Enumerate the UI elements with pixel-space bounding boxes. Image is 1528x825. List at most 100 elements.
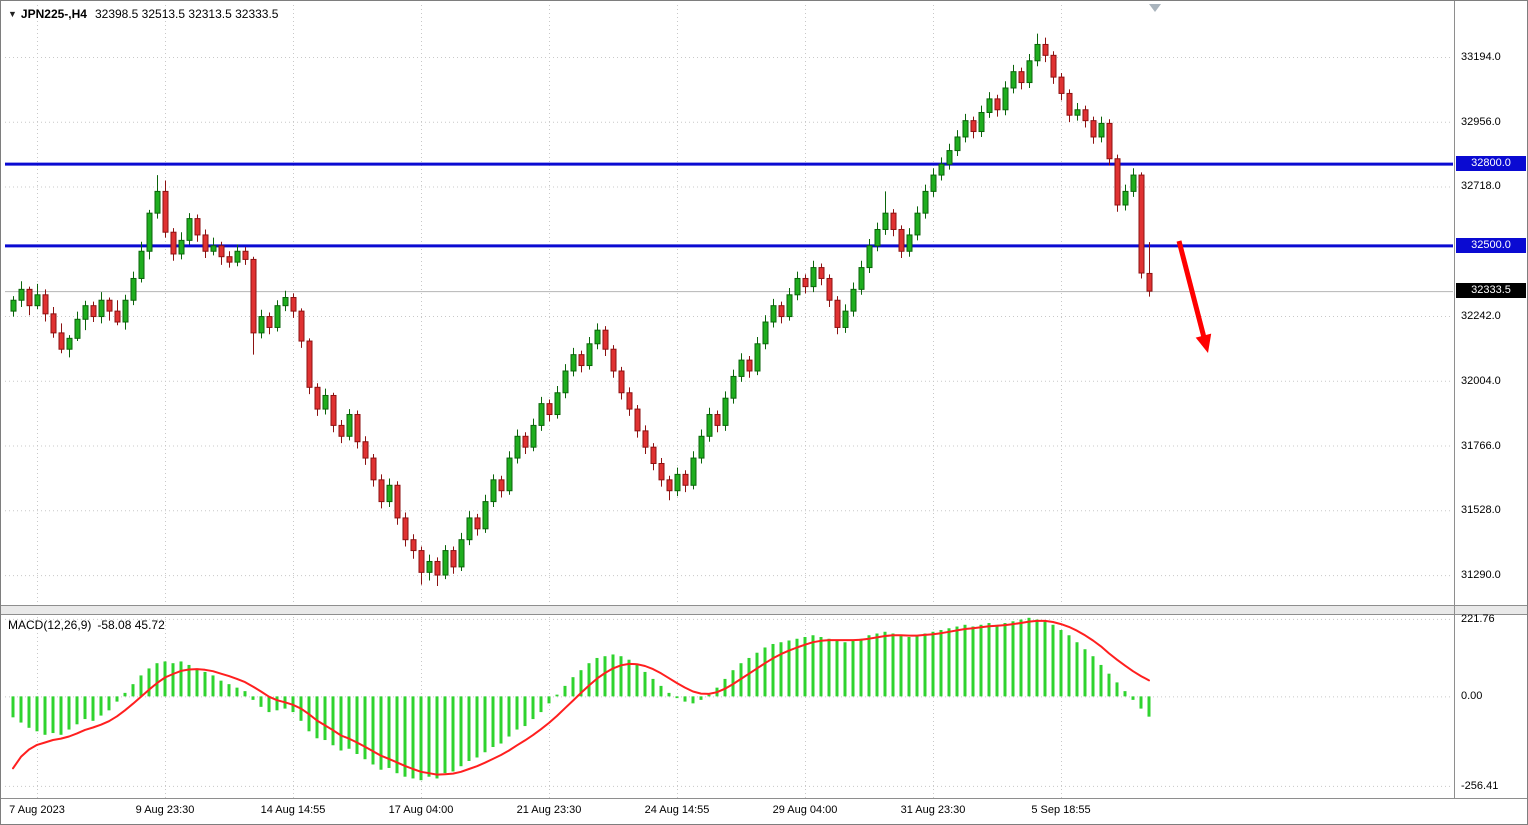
candle-body <box>274 305 281 328</box>
candle-body <box>930 174 937 192</box>
candle-body <box>954 136 961 152</box>
macd-histogram-bar <box>347 696 351 749</box>
candle-body <box>562 370 569 394</box>
macd-histogram-bar <box>595 657 599 697</box>
panel-separator[interactable] <box>1 605 1527 615</box>
macd-histogram-bar <box>355 696 359 754</box>
macd-histogram-bar <box>403 696 407 777</box>
macd-histogram-bar <box>91 696 95 721</box>
price-axis-label: 31290.0 <box>1461 569 1501 582</box>
macd-histogram-bar <box>883 631 887 697</box>
candle-body <box>498 479 505 492</box>
hline-price-badge[interactable]: 32500.0 <box>1456 237 1526 253</box>
candle-body <box>290 297 297 312</box>
macd-histogram-bar <box>107 696 111 711</box>
candle-body <box>418 550 425 573</box>
macd-histogram-bar <box>667 692 671 697</box>
candle-body <box>802 277 809 288</box>
macd-histogram-bar <box>227 684 231 697</box>
candle-body <box>1050 54 1057 78</box>
candle-body <box>130 277 137 301</box>
macd-histogram-bar <box>1011 621 1015 697</box>
candle-body <box>338 424 345 437</box>
candle-body <box>242 250 249 260</box>
macd-histogram-bar <box>915 635 919 697</box>
macd-histogram-bar <box>1115 682 1119 697</box>
candle-body <box>626 392 633 410</box>
macd-histogram-bar <box>43 696 47 735</box>
price-axis-separator <box>1454 1 1455 799</box>
trend-arrow-head[interactable] <box>1195 333 1212 353</box>
macd-histogram-bar <box>523 696 527 727</box>
macd-histogram-bar <box>267 696 271 713</box>
macd-histogram-bar <box>203 671 207 697</box>
hline-price-badge[interactable]: 32800.0 <box>1456 156 1526 172</box>
time-axis-label: 7 Aug 2023 <box>9 804 65 816</box>
price-axis-label: 32718.0 <box>1461 180 1501 193</box>
macd-histogram-bar <box>131 684 135 697</box>
macd-histogram-bar <box>1091 656 1095 697</box>
macd-histogram-bar <box>787 640 791 697</box>
macd-histogram-bar <box>627 659 631 697</box>
macd-histogram-bar <box>363 696 367 760</box>
time-axis-separator <box>1 798 1527 799</box>
candle-body <box>90 305 97 318</box>
macd-histogram-bar <box>1131 696 1135 700</box>
macd-histogram-bar <box>259 696 263 707</box>
candle-body <box>986 98 993 113</box>
macd-histogram-bar <box>1107 673 1111 697</box>
candle-body <box>850 288 857 312</box>
candle-body <box>642 430 649 448</box>
candle-body <box>434 560 441 576</box>
candle-body <box>610 348 617 372</box>
macd-histogram-bar <box>475 696 479 758</box>
time-axis-label: 29 Aug 04:00 <box>772 804 838 816</box>
candle-body <box>994 98 1001 111</box>
macd-axis-label: 0.00 <box>1461 690 1483 703</box>
candle-body <box>1114 158 1121 206</box>
macd-histogram-bar <box>51 696 55 734</box>
candle-body <box>394 484 401 519</box>
macd-histogram-bar <box>1139 696 1143 709</box>
price-axis-label: 32956.0 <box>1461 115 1501 128</box>
macd-histogram-bar <box>163 661 167 697</box>
candle-body <box>26 288 33 307</box>
candle-body <box>698 435 705 459</box>
macd-histogram-bar <box>435 696 439 779</box>
candle-body <box>834 299 841 328</box>
trend-arrow[interactable] <box>1176 240 1208 343</box>
macd-histogram-bar <box>843 642 847 697</box>
macd-histogram-bar <box>699 696 703 700</box>
candle-body <box>474 517 481 530</box>
macd-histogram-bar <box>779 642 783 697</box>
candle-body <box>58 332 65 350</box>
time-axis-label: 21 Aug 23:30 <box>516 804 582 816</box>
candle-body <box>42 294 49 315</box>
candle-body <box>1146 272 1153 292</box>
macd-values: -58.08 45.72 <box>97 618 165 632</box>
candle-body <box>402 517 409 541</box>
candle-body <box>1034 43 1041 62</box>
candle-body <box>1138 174 1145 274</box>
candle-body <box>1042 43 1049 56</box>
macd-histogram-bar <box>219 680 223 697</box>
candle-body <box>890 212 897 230</box>
candle-body <box>530 424 537 448</box>
candle-body <box>506 457 513 492</box>
ohlc-values: 32398.5 32513.5 32313.5 32333.5 <box>94 7 279 21</box>
macd-histogram-bar <box>59 696 63 735</box>
candle-body <box>490 479 497 503</box>
candle-body <box>1106 122 1113 160</box>
macd-histogram-bar <box>963 624 967 697</box>
candle-body <box>266 316 273 328</box>
candle-body <box>882 212 889 230</box>
chart-menu-icon[interactable]: ▼ <box>8 9 17 19</box>
macd-histogram-bar <box>1019 619 1023 697</box>
price-axis-label: 33194.0 <box>1461 50 1501 63</box>
macd-histogram-bar <box>123 692 127 697</box>
chart-shift-marker-icon[interactable] <box>1149 4 1161 12</box>
candle-body <box>210 245 217 252</box>
time-axis-label: 9 Aug 23:30 <box>135 804 195 816</box>
macd-histogram-bar <box>979 624 983 697</box>
